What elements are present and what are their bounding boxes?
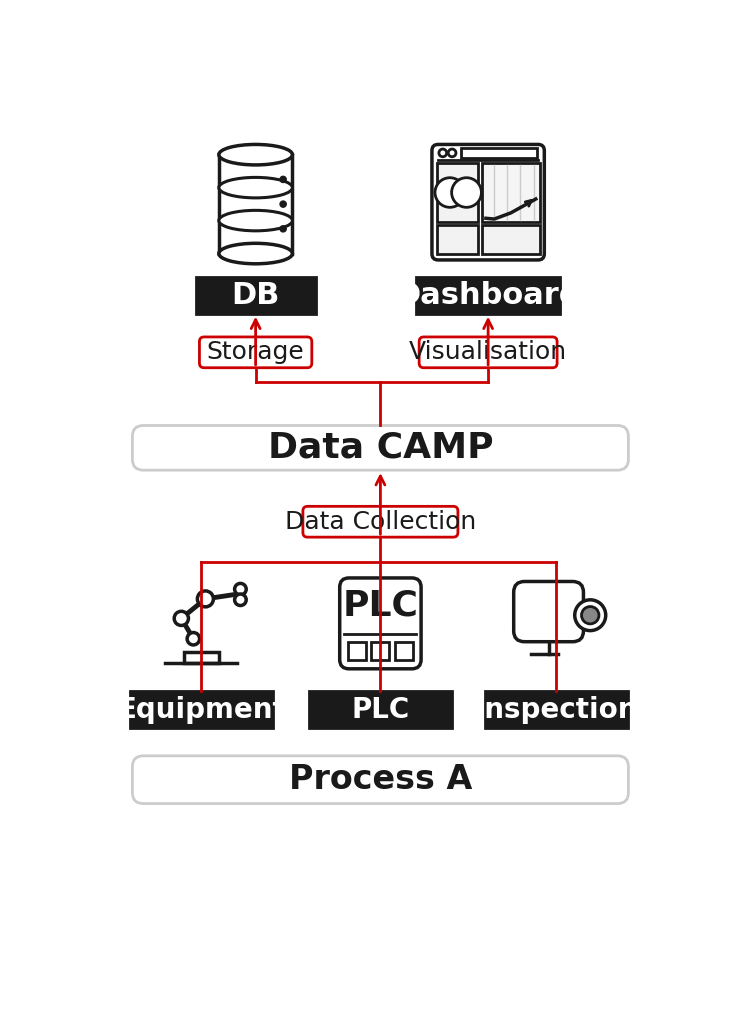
Text: Dashboard: Dashboard xyxy=(395,281,581,310)
Circle shape xyxy=(452,178,481,207)
Circle shape xyxy=(174,611,189,626)
Text: Inspection: Inspection xyxy=(475,695,638,724)
Bar xyxy=(348,642,366,659)
FancyBboxPatch shape xyxy=(340,578,421,669)
Bar xyxy=(395,642,413,659)
Bar xyxy=(308,691,452,728)
Bar xyxy=(416,276,559,313)
Bar xyxy=(484,691,628,728)
Ellipse shape xyxy=(218,244,293,264)
Bar xyxy=(437,163,478,222)
Text: PLC: PLC xyxy=(343,588,418,623)
Circle shape xyxy=(575,600,606,631)
Circle shape xyxy=(280,201,286,207)
Bar xyxy=(218,155,293,254)
Circle shape xyxy=(235,584,246,595)
Circle shape xyxy=(582,606,599,624)
FancyBboxPatch shape xyxy=(513,582,583,642)
Bar xyxy=(184,652,219,663)
FancyBboxPatch shape xyxy=(419,337,557,368)
Circle shape xyxy=(280,176,286,182)
Text: Data CAMP: Data CAMP xyxy=(267,431,493,465)
Text: Visualisation: Visualisation xyxy=(409,340,567,365)
Ellipse shape xyxy=(218,177,293,198)
Circle shape xyxy=(435,178,465,207)
Bar xyxy=(461,148,536,158)
FancyBboxPatch shape xyxy=(132,756,629,804)
Bar xyxy=(482,163,539,222)
Bar xyxy=(482,225,539,254)
Text: Process A: Process A xyxy=(289,763,472,797)
FancyBboxPatch shape xyxy=(432,144,545,260)
Circle shape xyxy=(187,633,200,645)
Bar xyxy=(195,276,316,313)
Bar xyxy=(372,642,389,659)
Text: DB: DB xyxy=(231,281,280,310)
Text: Data Collection: Data Collection xyxy=(285,510,476,534)
Circle shape xyxy=(448,150,456,157)
Text: Equipment: Equipment xyxy=(117,695,286,724)
Circle shape xyxy=(439,150,447,157)
Bar xyxy=(437,225,478,254)
Ellipse shape xyxy=(218,144,293,165)
Circle shape xyxy=(280,225,286,231)
FancyBboxPatch shape xyxy=(199,337,312,368)
FancyBboxPatch shape xyxy=(303,506,458,538)
Text: Storage: Storage xyxy=(207,340,305,365)
Bar xyxy=(130,691,273,728)
FancyBboxPatch shape xyxy=(132,426,629,470)
Circle shape xyxy=(198,591,213,607)
Text: PLC: PLC xyxy=(351,695,409,724)
Ellipse shape xyxy=(218,210,293,230)
Circle shape xyxy=(235,594,246,605)
